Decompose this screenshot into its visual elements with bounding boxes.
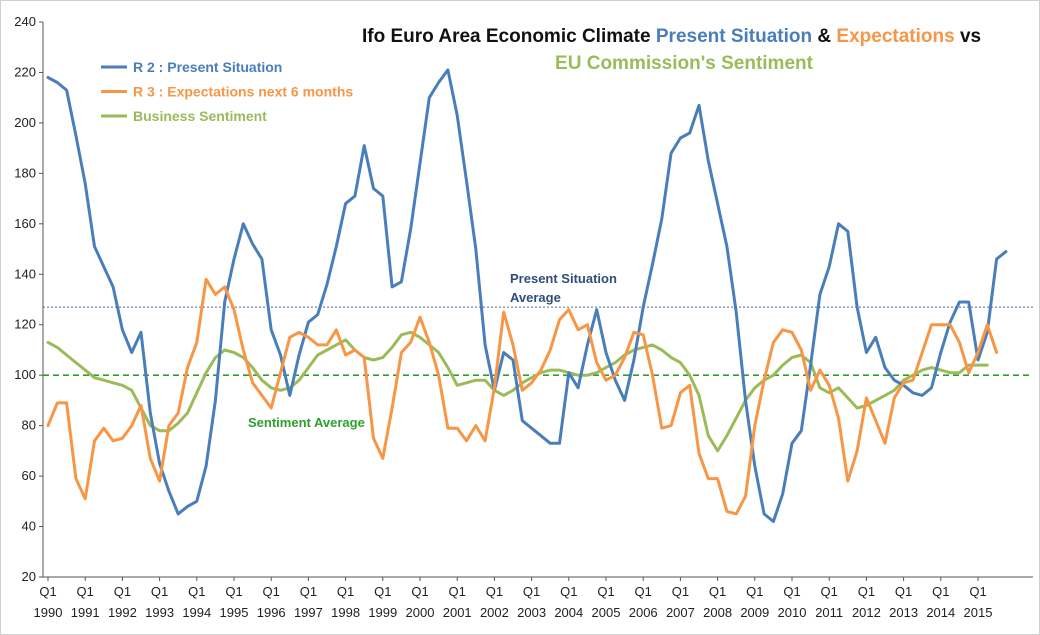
x-tick-quarter-label: Q1: [263, 584, 280, 599]
y-tick-label: 140: [14, 266, 36, 281]
y-axis-ticks: 20 40 60 80 100 120 140 160 180 200 220 240: [14, 14, 43, 584]
chart-title: Ifo Euro Area Economic Climate Present S…: [362, 26, 981, 47]
sentiment-average-label: Sentiment Average: [248, 415, 365, 430]
x-tick-quarter-label: Q1: [932, 584, 949, 599]
legend-label-present: R 2 : Present Situation: [133, 59, 282, 75]
x-tick-quarter-label: Q1: [225, 584, 242, 599]
x-tick-quarter-label: Q1: [746, 584, 763, 599]
x-tick-quarter-label: Q1: [449, 584, 466, 599]
x-tick-year-label: 2008: [703, 605, 732, 620]
y-tick-label: 40: [22, 519, 36, 534]
x-tick-quarter-label: Q1: [151, 584, 168, 599]
x-tick-year-label: 1992: [108, 605, 137, 620]
title-part-2: Present Situation: [656, 26, 812, 47]
x-tick-quarter-label: Q1: [411, 584, 428, 599]
x-tick-year-label: 1990: [34, 605, 63, 620]
x-tick-year-label: 2014: [926, 605, 955, 620]
x-tick-year-label: 1998: [331, 605, 360, 620]
series-line-expectations: [46, 277, 999, 516]
x-tick-quarter-label: Q1: [188, 584, 205, 599]
x-tick-year-label: 1991: [71, 605, 100, 620]
x-tick-year-label: 1999: [368, 605, 397, 620]
series-group: [46, 68, 1008, 523]
y-tick-label: 80: [22, 418, 36, 433]
x-tick-year-label: 1996: [257, 605, 286, 620]
x-axis-ticks: Q1 1990 Q1 1991 Q1 1992 Q1 1993 Q1 1994 Q1 1995 Q1 19…: [34, 577, 993, 620]
x-tick-quarter-label: Q1: [821, 584, 838, 599]
y-tick-label: 180: [14, 165, 36, 180]
x-tick-quarter-label: Q1: [635, 584, 652, 599]
x-tick-year-label: 2006: [629, 605, 658, 620]
title-part-5: vs: [955, 26, 981, 47]
y-tick-label: 220: [14, 64, 36, 79]
legend: R 2 : Present Situation R 3 : Expectation…: [101, 59, 353, 124]
x-tick-quarter-label: Q1: [895, 584, 912, 599]
x-tick-year-label: 2009: [740, 605, 769, 620]
x-tick-year-label: 1995: [220, 605, 249, 620]
title-part-1: Ifo Euro Area Economic Climate: [362, 26, 656, 47]
x-tick-quarter-label: Q1: [77, 584, 94, 599]
x-tick-year-label: 2000: [406, 605, 435, 620]
x-tick-year-label: 2011: [815, 605, 843, 620]
x-tick-year-label: 1997: [294, 605, 323, 620]
x-tick-quarter-label: Q1: [486, 584, 503, 599]
x-tick-quarter-label: Q1: [337, 584, 354, 599]
x-tick-quarter-label: Q1: [783, 584, 800, 599]
y-tick-label: 120: [14, 317, 36, 332]
x-tick-year-label: 2003: [517, 605, 546, 620]
series-line-present: [46, 68, 1008, 523]
y-tick-label: 200: [14, 115, 36, 130]
x-tick-quarter-label: Q1: [114, 584, 131, 599]
x-tick-year-label: 2013: [889, 605, 918, 620]
y-tick-label: 100: [14, 367, 36, 382]
x-tick-quarter-label: Q1: [672, 584, 689, 599]
x-tick-quarter-label: Q1: [39, 584, 56, 599]
x-tick-year-label: 2001: [443, 605, 472, 620]
x-tick-year-label: 2002: [480, 605, 509, 620]
x-tick-quarter-label: Q1: [523, 584, 540, 599]
x-tick-quarter-label: Q1: [560, 584, 577, 599]
x-tick-year-label: 2007: [666, 605, 695, 620]
y-tick-label: 60: [22, 468, 36, 483]
present-average-label-line1: Present Situation: [510, 271, 617, 286]
x-tick-quarter-label: Q1: [300, 584, 317, 599]
x-tick-quarter-label: Q1: [597, 584, 614, 599]
x-tick-quarter-label: Q1: [374, 584, 391, 599]
x-tick-year-label: 1994: [182, 605, 211, 620]
legend-label-expectations: R 3 : Expectations next 6 months: [133, 84, 353, 100]
x-tick-quarter-label: Q1: [969, 584, 986, 599]
title-part-4: Expectations: [836, 26, 954, 47]
x-tick-year-label: 2012: [852, 605, 881, 620]
y-tick-label: 20: [22, 569, 36, 584]
chart-subtitle: EU Commission's Sentiment: [555, 53, 814, 74]
x-tick-year-label: 2010: [778, 605, 807, 620]
x-tick-year-label: 2015: [964, 605, 993, 620]
x-tick-quarter-label: Q1: [858, 584, 875, 599]
present-average-label-line2: Average: [510, 290, 561, 305]
title-part-3: &: [812, 26, 836, 47]
x-tick-year-label: 1993: [145, 605, 174, 620]
y-tick-label: 240: [14, 14, 36, 29]
x-tick-year-label: 2004: [554, 605, 583, 620]
legend-label-sentiment: Business Sentiment: [133, 108, 267, 124]
axes: [42, 22, 1033, 578]
x-tick-quarter-label: Q1: [709, 584, 726, 599]
y-tick-label: 160: [14, 216, 36, 231]
x-tick-year-label: 2005: [592, 605, 621, 620]
